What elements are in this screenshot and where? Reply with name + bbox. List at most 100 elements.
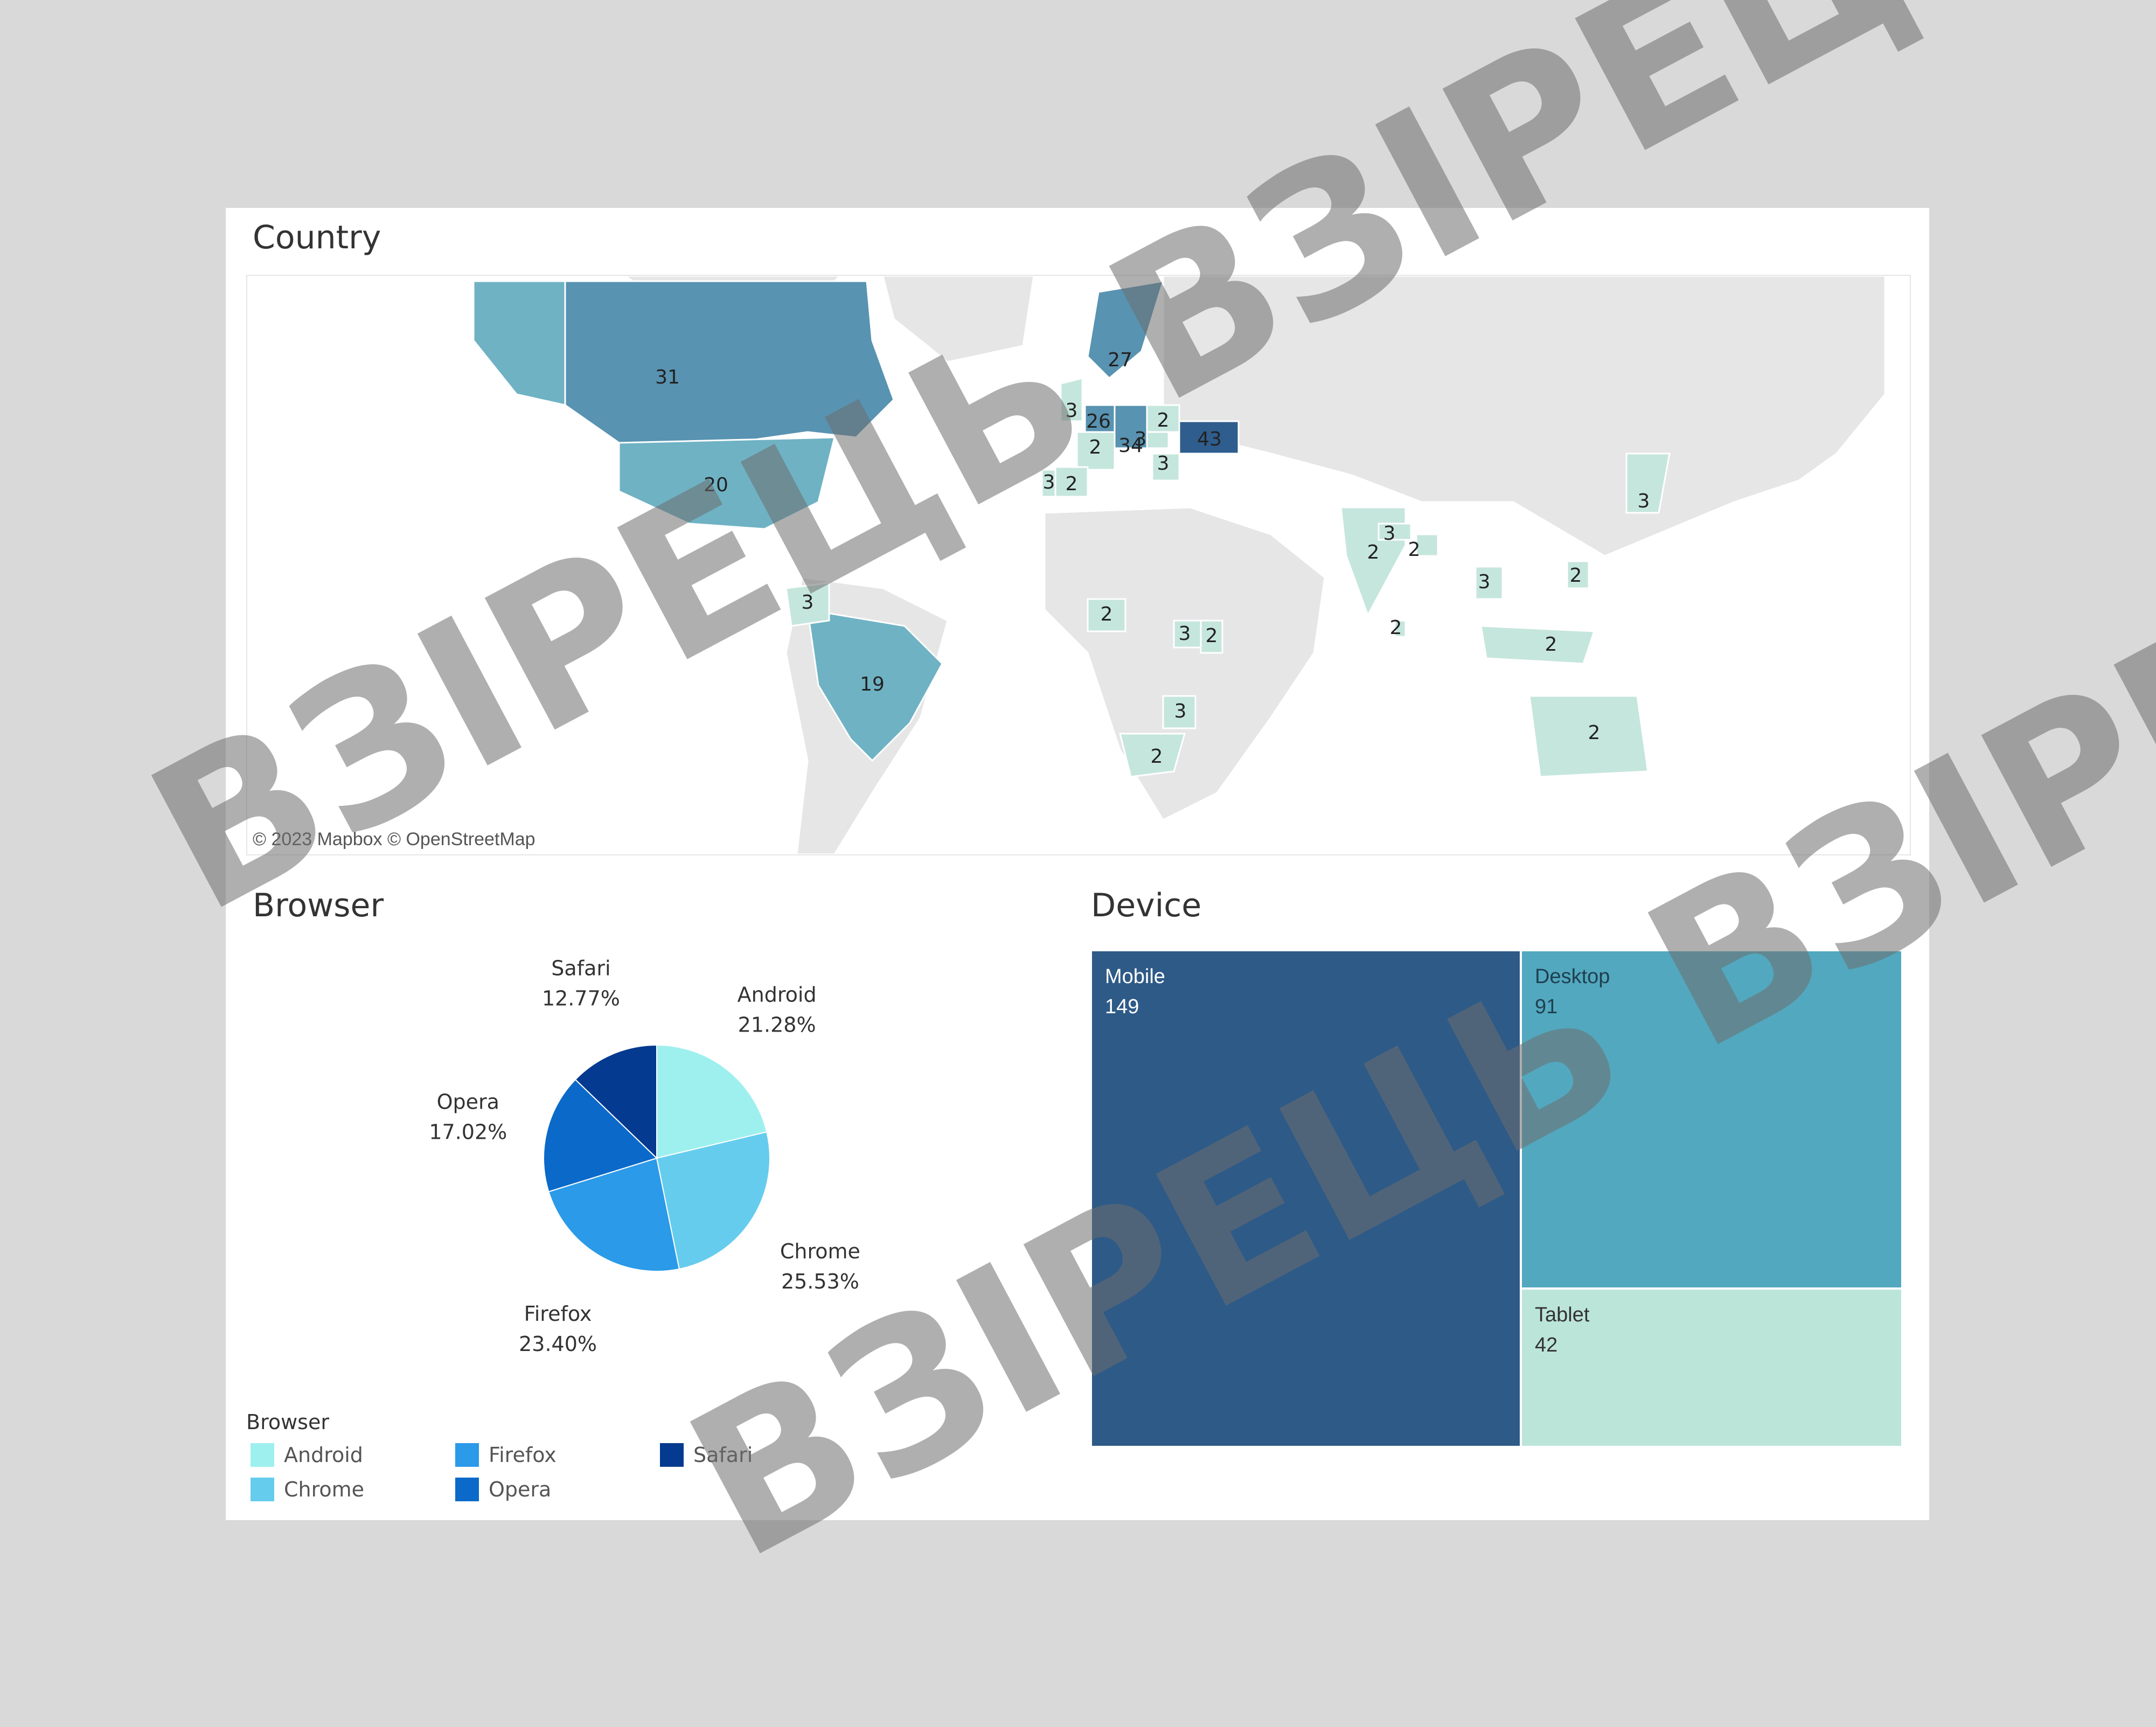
map-regions bbox=[472, 280, 1671, 778]
treemap-cell-mobile[interactable]: Mobile 149 bbox=[1092, 951, 1520, 1446]
pie-slice-android[interactable] bbox=[656, 1044, 768, 1159]
map-value-label: 2 bbox=[1157, 409, 1170, 431]
map-region-australia[interactable] bbox=[1528, 695, 1649, 778]
treemap-label-name: Desktop bbox=[1535, 965, 1610, 988]
map-value-label: 3 bbox=[1478, 571, 1491, 593]
treemap-cell-desktop[interactable]: Desktop 91 bbox=[1522, 951, 1901, 1287]
greenland-landmass bbox=[882, 276, 1035, 363]
map-value-label: 3 bbox=[1383, 523, 1396, 545]
legend-swatch bbox=[251, 1478, 274, 1501]
pie-slice-firefox[interactable] bbox=[548, 1157, 680, 1272]
map-region-brazil[interactable] bbox=[806, 609, 943, 762]
map-value-label: 3 bbox=[1157, 452, 1170, 475]
map-region-norway[interactable] bbox=[1087, 280, 1165, 380]
pie-slice-safari[interactable] bbox=[574, 1044, 657, 1160]
map-region-philippines[interactable] bbox=[1566, 560, 1590, 589]
map-value-label: 3 bbox=[1066, 400, 1078, 422]
map-region-bangladesh[interactable] bbox=[1415, 533, 1439, 557]
pie-slices bbox=[543, 1044, 770, 1272]
dashboard: Country 31 20 19 3 27 3 26 34 2 2 3 43 3 3 2 2 3 2 3 2 2 3 2 2 3… bbox=[226, 208, 1929, 1520]
map-value-label: 2 bbox=[1390, 617, 1402, 639]
map-value-label: 2 bbox=[1367, 541, 1380, 563]
browser-pie-chart[interactable]: Android 21.28% Chrome 25.53% Firefox 23.40% Op… bbox=[226, 908, 1066, 1404]
map-attribution[interactable]: © 2023 Mapbox © OpenStreetMap bbox=[253, 829, 535, 849]
africa-landmass bbox=[1044, 506, 1326, 821]
map-value-label: 3 bbox=[1135, 428, 1147, 450]
map-value-label: 2 bbox=[1570, 565, 1582, 587]
legend-item-chrome[interactable]: Chrome bbox=[251, 1477, 364, 1502]
legend-label: Android bbox=[284, 1443, 363, 1467]
map-region-ukraine[interactable] bbox=[1178, 420, 1240, 455]
legend-item-opera[interactable]: Opera bbox=[455, 1477, 551, 1502]
map-region-balkans[interactable] bbox=[1151, 452, 1180, 482]
map-value-label: 34 bbox=[1118, 435, 1143, 457]
map-value-label: 3 bbox=[1179, 623, 1191, 645]
pie-label-name-chrome: Chrome bbox=[780, 1239, 860, 1263]
treemap-label-value: 42 bbox=[1535, 1334, 1558, 1356]
browser-legend: Browser Android Chrome Firefox Opera Safari bbox=[246, 1410, 1000, 1507]
pie-label-percent-opera: 17.02% bbox=[429, 1120, 507, 1144]
asia-landmass bbox=[1162, 276, 1886, 557]
device-treemap[interactable]: Mobile 149 Desktop 91 Tablet 42 bbox=[1092, 951, 1901, 1446]
map-region-united-states[interactable] bbox=[618, 436, 836, 530]
pie-label-percent-firefox: 23.40% bbox=[519, 1332, 597, 1356]
map-region-zimbabwe[interactable] bbox=[1162, 695, 1197, 729]
map-value-label: 3 bbox=[1043, 471, 1055, 493]
map-region-canada[interactable] bbox=[564, 280, 895, 444]
treemap-label-value: 91 bbox=[1535, 995, 1558, 1018]
map-frame[interactable]: 31 20 19 3 27 3 26 34 2 2 3 43 3 3 2 2 3 2 3 2 2 3 2 2 3 2 2 3 2 © 2… bbox=[246, 275, 1911, 855]
legend-swatch bbox=[455, 1478, 479, 1501]
map-value-label: 2 bbox=[1151, 746, 1163, 768]
map-value-label: 3 bbox=[1174, 700, 1187, 722]
map-value-label: 2 bbox=[1089, 436, 1102, 458]
legend-item-safari[interactable]: Safari bbox=[660, 1443, 753, 1467]
map-region-united-kingdom[interactable] bbox=[1060, 377, 1083, 422]
map-region-czechia[interactable] bbox=[1146, 431, 1170, 449]
treemap-label-value: 149 bbox=[1105, 995, 1139, 1018]
treemap-label-name: Mobile bbox=[1105, 965, 1165, 988]
map-region-nepal[interactable] bbox=[1378, 523, 1412, 541]
legend-swatch bbox=[455, 1443, 479, 1467]
pie-slice-opera[interactable] bbox=[543, 1078, 658, 1193]
map-value-label: 31 bbox=[655, 366, 680, 388]
pie-label-percent-safari: 12.77% bbox=[542, 987, 620, 1011]
map-title: Country bbox=[253, 219, 381, 256]
map-region-thailand[interactable] bbox=[1475, 566, 1504, 600]
map-value-label: 2 bbox=[1101, 603, 1113, 625]
map-value-label: 20 bbox=[704, 474, 728, 496]
pie-slice-chrome[interactable] bbox=[656, 1131, 770, 1270]
legend-item-android[interactable]: Android bbox=[251, 1443, 363, 1467]
treemap-title: Device bbox=[1091, 887, 1202, 924]
legend-label: Chrome bbox=[284, 1478, 365, 1501]
treemap-label-name: Tablet bbox=[1535, 1304, 1590, 1326]
pie-label-name-opera: Opera bbox=[437, 1090, 499, 1114]
map-value-label: 3 bbox=[802, 591, 814, 614]
map-region-nigeria[interactable] bbox=[1087, 598, 1126, 632]
map-region-japan[interactable] bbox=[1625, 452, 1671, 514]
treemap-cell-tablet[interactable]: Tablet 42 bbox=[1522, 1290, 1901, 1446]
map-region-spain[interactable] bbox=[1054, 466, 1089, 498]
map-region-south-africa[interactable] bbox=[1119, 733, 1186, 778]
pie-label-percent-android: 21.28% bbox=[738, 1013, 816, 1036]
legend-swatch bbox=[660, 1443, 684, 1467]
map-value-label: 26 bbox=[1086, 410, 1111, 433]
map-value-label: 2 bbox=[1588, 722, 1601, 744]
map-region-alaska[interactable] bbox=[472, 280, 566, 406]
map-region-indonesia[interactable] bbox=[1480, 625, 1596, 665]
legend-label: Firefox bbox=[489, 1443, 557, 1467]
legend-title: Browser bbox=[246, 1410, 329, 1434]
map-value-label: 27 bbox=[1108, 349, 1132, 371]
map-region-sri-lanka[interactable] bbox=[1394, 619, 1407, 638]
map-value-label: 2 bbox=[1066, 473, 1078, 495]
legend-item-firefox[interactable]: Firefox bbox=[455, 1443, 557, 1467]
pie-labels: Android 21.28% Chrome 25.53% Firefox 23.40% Op… bbox=[429, 957, 860, 1356]
legend-label: Safari bbox=[693, 1443, 753, 1467]
pie-title: Browser bbox=[253, 887, 384, 924]
pie-label-name-firefox: Firefox bbox=[524, 1302, 592, 1326]
map-region-france[interactable] bbox=[1076, 431, 1116, 471]
map-region-colombia[interactable] bbox=[785, 582, 830, 627]
map-region-kenya[interactable] bbox=[1200, 619, 1223, 654]
pie-label-percent-chrome: 25.53% bbox=[781, 1270, 859, 1293]
